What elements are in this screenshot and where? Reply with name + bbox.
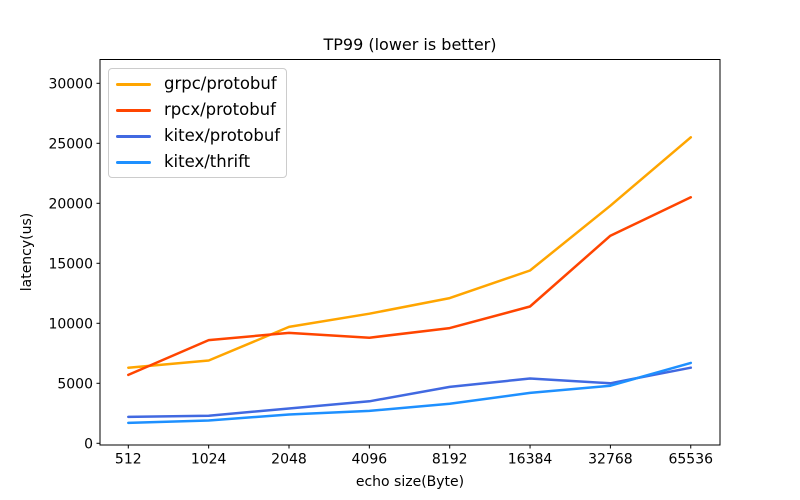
legend-label-grpc-protobuf: grpc/protobuf [164, 73, 277, 93]
plot-frame [99, 59, 721, 446]
legend-line-swatch-rpcx-protobuf [116, 108, 151, 112]
legend-line-swatch-kitex-thrift [116, 160, 151, 164]
x-tick-label: 16384 [508, 452, 553, 468]
x-tick-label: 65536 [668, 452, 713, 468]
legend-label-kitex-thrift: kitex/thrift [164, 151, 251, 171]
legend-label-rpcx-protobuf: rpcx/protobuf [164, 99, 276, 119]
y-tick-label: 20000 [48, 196, 93, 212]
legend-label-kitex-protobuf: kitex/protobuf [164, 125, 281, 145]
series-line-kitex-protobuf [127, 366, 693, 419]
series-line-grpc-protobuf [127, 136, 693, 369]
chart-title: TP99 (lower is better) [322, 35, 496, 54]
y-tick-label: 15000 [48, 256, 93, 272]
x-tick-label: 512 [115, 452, 142, 468]
x-tick-label: 2048 [271, 452, 307, 468]
y-tick-label: 5000 [57, 376, 93, 392]
legend-item-rpcx-protobuf: rpcx/protobuf [116, 97, 279, 123]
legend-item-kitex-protobuf: kitex/protobuf [116, 123, 281, 149]
series-line-kitex-thrift [127, 361, 693, 425]
legend-line-swatch-grpc-protobuf [116, 82, 151, 86]
legend-item-grpc-protobuf: grpc/protobuf [116, 71, 279, 97]
series-line-rpcx-protobuf [127, 196, 693, 377]
x-tick-label: 32768 [588, 452, 633, 468]
y-axis-label: latency(us) [19, 213, 35, 292]
x-tick-label: 4096 [352, 452, 388, 468]
x-axis-label: echo size(Byte) [356, 474, 464, 490]
series-lines [127, 136, 693, 425]
legend: grpc/protobuf rpcx/protobuf kitex/protob… [108, 68, 287, 178]
axis-ticks [96, 82, 692, 449]
tick-labels: 512 1024 2048 4096 8192 16384 32768 65536 0 5000 1… [48, 76, 713, 467]
y-tick-label: 25000 [48, 136, 93, 152]
legend-line-swatch-kitex-protobuf [116, 134, 151, 138]
x-tick-label: 1024 [191, 452, 227, 468]
y-tick-label: 0 [84, 436, 93, 452]
y-tick-label: 10000 [48, 316, 93, 332]
legend-item-kitex-thrift: kitex/thrift [116, 149, 279, 175]
x-tick-label: 8192 [432, 452, 468, 468]
y-tick-label: 30000 [48, 76, 93, 92]
